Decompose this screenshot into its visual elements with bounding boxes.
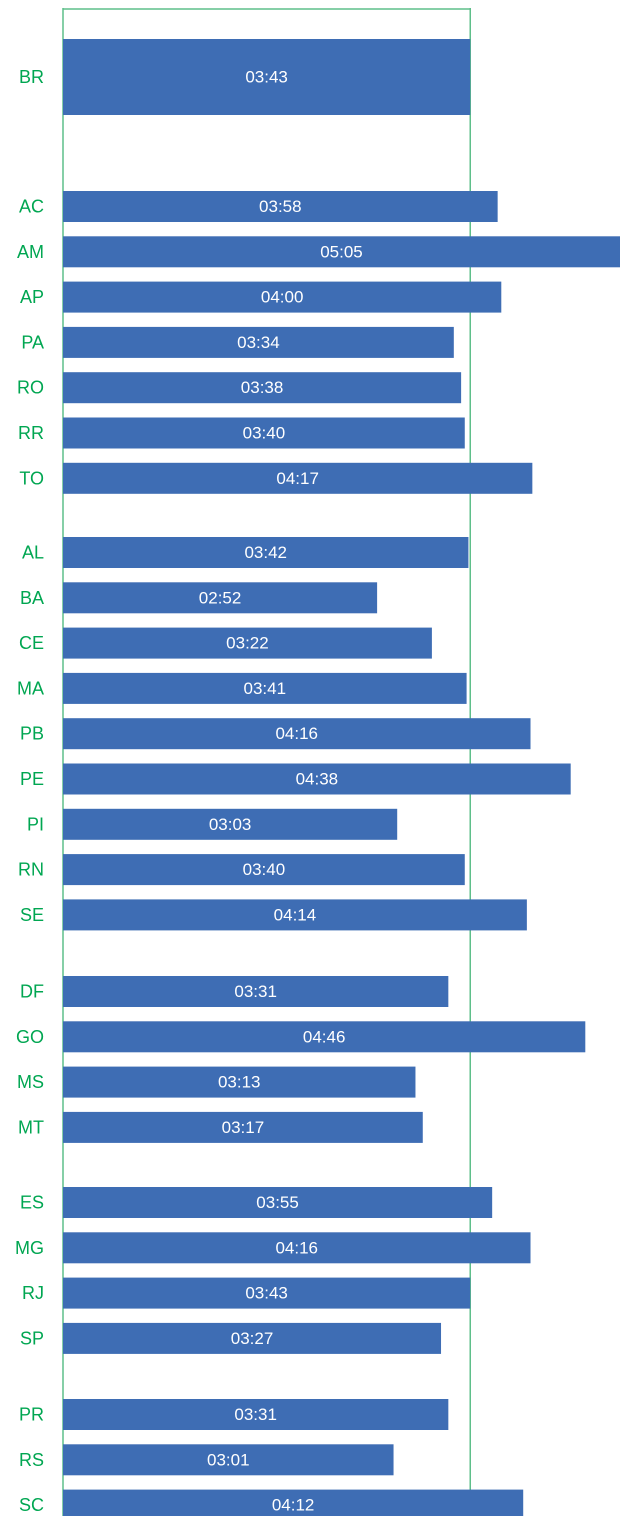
value-label-sc: 04:12 bbox=[272, 1496, 315, 1515]
bar-mg bbox=[63, 1232, 531, 1264]
category-label-ce: CE bbox=[19, 633, 44, 653]
category-label-ac: AC bbox=[19, 197, 44, 217]
bar-ac bbox=[63, 191, 498, 222]
value-label-pr: 03:31 bbox=[234, 1405, 277, 1424]
bar-rj bbox=[63, 1277, 471, 1309]
bar-ap bbox=[63, 281, 502, 313]
value-label-ba: 02:52 bbox=[199, 588, 242, 607]
value-label-br: 03:43 bbox=[245, 68, 288, 87]
category-label-ma: MA bbox=[17, 678, 44, 698]
category-label-ap: AP bbox=[20, 287, 44, 307]
category-label-sc: SC bbox=[19, 1495, 44, 1515]
value-label-se: 04:14 bbox=[274, 905, 317, 924]
value-label-pb: 04:16 bbox=[275, 724, 318, 743]
bar-pb bbox=[63, 718, 531, 750]
value-label-ce: 03:22 bbox=[226, 634, 269, 653]
bar-pi bbox=[63, 808, 398, 840]
bar-pa bbox=[63, 326, 454, 358]
category-label-ms: MS bbox=[17, 1072, 44, 1092]
category-label-mg: MG bbox=[15, 1238, 44, 1258]
value-label-to: 04:17 bbox=[276, 469, 319, 488]
bar-ma bbox=[63, 672, 467, 704]
category-label-rr: RR bbox=[18, 423, 44, 443]
bar-ro bbox=[63, 372, 462, 404]
category-label-am: AM bbox=[17, 242, 44, 262]
category-label-pi: PI bbox=[27, 814, 44, 834]
category-label-pe: PE bbox=[20, 769, 44, 789]
bar-rn bbox=[63, 854, 465, 886]
bar-rr bbox=[63, 417, 465, 449]
bar-ba bbox=[63, 582, 378, 614]
category-label-go: GO bbox=[16, 1027, 44, 1047]
category-label-df: DF bbox=[20, 982, 44, 1002]
category-label-se: SE bbox=[20, 905, 44, 925]
value-label-ma: 03:41 bbox=[244, 679, 287, 698]
bar-al bbox=[63, 537, 469, 568]
bar-ce bbox=[63, 627, 432, 659]
value-label-pa: 03:34 bbox=[237, 333, 280, 352]
value-label-ro: 03:38 bbox=[241, 378, 284, 397]
bar-pe bbox=[63, 763, 571, 795]
value-label-ap: 04:00 bbox=[261, 288, 304, 307]
value-label-go: 04:46 bbox=[303, 1027, 346, 1046]
category-label-es: ES bbox=[20, 1193, 44, 1213]
bar-rs bbox=[63, 1444, 394, 1476]
value-label-sp: 03:27 bbox=[231, 1329, 274, 1348]
bar-br bbox=[63, 39, 471, 115]
value-label-ac: 03:58 bbox=[259, 197, 302, 216]
bar-pr bbox=[63, 1399, 449, 1430]
category-label-mt: MT bbox=[18, 1117, 44, 1137]
value-label-pe: 04:38 bbox=[296, 770, 339, 789]
category-label-pr: PR bbox=[19, 1405, 44, 1425]
bar-se bbox=[63, 899, 527, 931]
category-label-pa: PA bbox=[21, 332, 44, 352]
value-label-df: 03:31 bbox=[234, 982, 277, 1001]
value-label-es: 03:55 bbox=[256, 1193, 299, 1212]
value-label-am: 05:05 bbox=[320, 242, 363, 261]
value-label-mt: 03:17 bbox=[222, 1118, 265, 1137]
value-label-pi: 03:03 bbox=[209, 815, 252, 834]
bar-sc bbox=[63, 1489, 524, 1516]
bar-es bbox=[63, 1187, 493, 1218]
value-label-mg: 04:16 bbox=[275, 1238, 318, 1257]
value-label-rs: 03:01 bbox=[207, 1450, 250, 1469]
bar-mt bbox=[63, 1111, 423, 1143]
value-label-rj: 03:43 bbox=[245, 1284, 288, 1303]
bar-to bbox=[63, 462, 533, 494]
category-label-pb: PB bbox=[20, 724, 44, 744]
category-label-br: BR bbox=[19, 67, 44, 87]
category-label-rj: RJ bbox=[22, 1283, 44, 1303]
category-label-ba: BA bbox=[20, 588, 44, 608]
category-label-al: AL bbox=[22, 543, 44, 563]
value-label-ms: 03:13 bbox=[218, 1073, 261, 1092]
value-label-rr: 03:40 bbox=[243, 424, 286, 443]
category-label-rn: RN bbox=[18, 860, 44, 880]
bar-sp bbox=[63, 1322, 442, 1354]
bar-df bbox=[63, 976, 449, 1007]
category-label-sp: SP bbox=[20, 1328, 44, 1348]
category-label-rs: RS bbox=[19, 1450, 44, 1470]
category-label-ro: RO bbox=[17, 378, 44, 398]
bar-ms bbox=[63, 1066, 416, 1098]
bar-am bbox=[63, 236, 620, 268]
bar-go bbox=[63, 1021, 586, 1053]
value-label-al: 03:42 bbox=[244, 543, 287, 562]
category-label-to: TO bbox=[19, 468, 44, 488]
value-label-rn: 03:40 bbox=[243, 860, 286, 879]
